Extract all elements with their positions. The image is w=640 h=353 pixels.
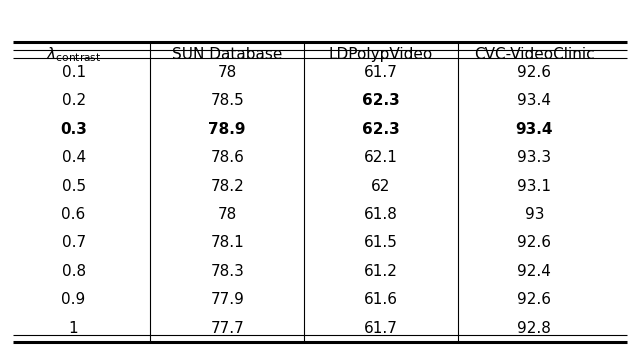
Text: 0.5: 0.5: [61, 179, 86, 193]
Text: 78.3: 78.3: [211, 264, 244, 279]
Text: 93: 93: [525, 207, 544, 222]
Text: 62.3: 62.3: [362, 94, 399, 108]
Text: 0.7: 0.7: [61, 235, 86, 250]
Text: 0.2: 0.2: [61, 94, 86, 108]
Text: 62.3: 62.3: [362, 122, 399, 137]
Text: 0.4: 0.4: [61, 150, 86, 165]
Text: 93.4: 93.4: [516, 122, 553, 137]
Text: 93.4: 93.4: [517, 94, 552, 108]
Text: 92.4: 92.4: [518, 264, 551, 279]
Text: 62.1: 62.1: [364, 150, 397, 165]
Text: 92.6: 92.6: [517, 235, 552, 250]
Text: 0.8: 0.8: [61, 264, 86, 279]
Text: 78.2: 78.2: [211, 179, 244, 193]
Text: 92.8: 92.8: [518, 321, 551, 336]
Text: 61.5: 61.5: [364, 235, 397, 250]
Text: 77.9: 77.9: [211, 292, 244, 307]
Text: $\lambda_{\mathrm{contrast}}$: $\lambda_{\mathrm{contrast}}$: [46, 45, 101, 64]
Text: 61.7: 61.7: [364, 65, 397, 80]
Text: 93.3: 93.3: [517, 150, 552, 165]
Text: 0.3: 0.3: [60, 122, 87, 137]
Text: 78.6: 78.6: [211, 150, 244, 165]
Text: 92.6: 92.6: [517, 65, 552, 80]
Text: 0.9: 0.9: [61, 292, 86, 307]
Text: SUN Database: SUN Database: [172, 47, 282, 62]
Text: 78: 78: [218, 207, 237, 222]
Text: 77.7: 77.7: [211, 321, 244, 336]
Text: 62: 62: [371, 179, 390, 193]
Text: 61.6: 61.6: [364, 292, 398, 307]
Text: 93.1: 93.1: [517, 179, 552, 193]
Text: 0.1: 0.1: [61, 65, 86, 80]
Text: 61.8: 61.8: [364, 207, 397, 222]
Text: 61.2: 61.2: [364, 264, 397, 279]
Text: 78.5: 78.5: [211, 94, 244, 108]
Text: 78.1: 78.1: [211, 235, 244, 250]
Text: 78.9: 78.9: [209, 122, 246, 137]
Text: LDPolypVideo: LDPolypVideo: [329, 47, 433, 62]
Text: 0.6: 0.6: [61, 207, 86, 222]
Text: 61.7: 61.7: [364, 321, 397, 336]
Text: 1: 1: [68, 321, 79, 336]
Text: CVC-VideoClinic: CVC-VideoClinic: [474, 47, 595, 62]
Text: 78: 78: [218, 65, 237, 80]
Text: 92.6: 92.6: [517, 292, 552, 307]
